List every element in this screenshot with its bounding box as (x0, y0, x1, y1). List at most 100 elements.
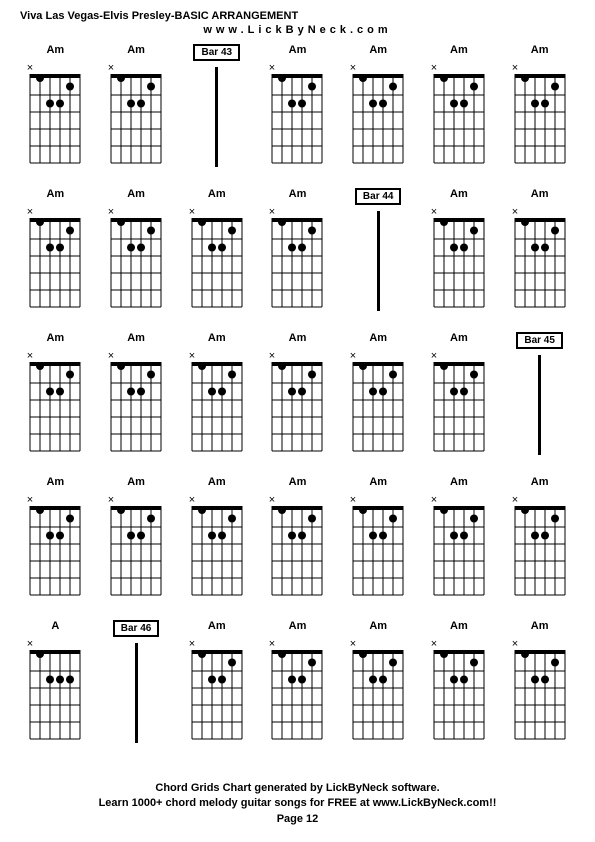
chord-cell: Am × (262, 44, 333, 182)
chord-cell: Am× (343, 620, 414, 758)
chord-diagram: × (430, 348, 488, 458)
chord-label: Am (369, 332, 387, 346)
svg-text:×: × (431, 638, 437, 650)
chord-diagram: × (511, 60, 569, 170)
chord-diagram: × (26, 60, 84, 170)
chord-cell: Am× (262, 476, 333, 614)
svg-text:×: × (511, 638, 517, 650)
chord-label: Am (531, 476, 549, 490)
page-container: Viva Las Vegas-Elvis Presley-BASIC ARRAN… (0, 0, 595, 842)
svg-text:×: × (189, 638, 195, 650)
chord-label: Am (450, 620, 468, 634)
chord-cell: Am × (343, 44, 414, 182)
chord-label: Am (208, 332, 226, 346)
svg-text:×: × (511, 494, 517, 506)
chord-cell: Am × (20, 44, 91, 182)
svg-text:×: × (108, 494, 114, 506)
svg-text:×: × (108, 206, 114, 218)
chord-label: A (51, 620, 59, 634)
svg-text:×: × (350, 494, 356, 506)
chord-label: Am (450, 188, 468, 202)
chord-label: Am (450, 44, 468, 58)
chord-label: Am (450, 332, 468, 346)
chord-cell: Am × (181, 188, 252, 326)
chord-cell: Am × (424, 332, 495, 470)
chord-diagram: × (188, 204, 246, 314)
chord-label: Am (289, 332, 307, 346)
svg-text:×: × (431, 350, 437, 362)
chord-cell: Am × (262, 620, 333, 758)
chord-diagram: × (107, 204, 165, 314)
chord-cell: Am × (181, 332, 252, 470)
chord-grid: Am × Am × Bar 43 Am × Am × Am × Am × Am × Am × Am × Am × Bar … (20, 44, 575, 758)
svg-text:×: × (27, 638, 33, 650)
svg-text:×: × (27, 62, 33, 74)
bar-label: Bar 43 (193, 44, 240, 61)
bar-divider-cell: Bar 44 (343, 188, 414, 326)
chord-diagram: × (430, 60, 488, 170)
chord-label: Am (208, 188, 226, 202)
bar-divider-cell: Bar 45 (504, 332, 575, 470)
chord-cell: Am× (181, 620, 252, 758)
bar-label: Bar 44 (355, 188, 402, 205)
chord-diagram: × (107, 348, 165, 458)
svg-text:×: × (108, 350, 114, 362)
chord-cell: Am × (343, 476, 414, 614)
chord-cell: Am× (181, 476, 252, 614)
svg-text:×: × (189, 494, 195, 506)
chord-cell: Am × (20, 476, 91, 614)
chord-diagram: × (26, 492, 84, 602)
chord-cell: Am × (424, 620, 495, 758)
chord-cell: Am× (20, 188, 91, 326)
chord-diagram: × (188, 492, 246, 602)
chord-cell: Am × (343, 332, 414, 470)
bar-divider-line (215, 67, 218, 167)
chord-label: Am (369, 476, 387, 490)
chord-label: Am (46, 476, 64, 490)
header: Viva Las Vegas-Elvis Presley-BASIC ARRAN… (20, 10, 575, 36)
chord-diagram: × (107, 60, 165, 170)
chord-cell: Am× (101, 188, 172, 326)
chord-cell: Am × (504, 44, 575, 182)
chord-label: Am (46, 44, 64, 58)
chord-cell: Am × (424, 44, 495, 182)
chord-diagram: × (511, 204, 569, 314)
chord-diagram: × (511, 636, 569, 746)
chord-diagram: × (107, 492, 165, 602)
svg-text:×: × (189, 350, 195, 362)
chord-label: Am (289, 44, 307, 58)
chord-diagram: × (430, 492, 488, 602)
chord-cell: Am× (504, 620, 575, 758)
chord-cell: Am × (262, 332, 333, 470)
svg-text:×: × (350, 62, 356, 74)
chord-label: Am (289, 620, 307, 634)
chord-label: Am (289, 476, 307, 490)
chord-label: Am (369, 44, 387, 58)
chord-cell: Am × (101, 476, 172, 614)
svg-text:×: × (431, 494, 437, 506)
chord-diagram: × (26, 348, 84, 458)
chord-label: Am (450, 476, 468, 490)
bar-label: Bar 46 (113, 620, 160, 637)
svg-text:×: × (431, 62, 437, 74)
svg-text:×: × (269, 350, 275, 362)
bar-divider-line (135, 643, 138, 743)
chord-diagram: × (430, 204, 488, 314)
svg-text:×: × (350, 350, 356, 362)
svg-text:×: × (269, 62, 275, 74)
chord-cell: Am × (504, 188, 575, 326)
chord-label: Am (127, 476, 145, 490)
chord-cell: Am× (262, 188, 333, 326)
chord-label: Am (531, 188, 549, 202)
chord-label: Am (289, 188, 307, 202)
svg-text:×: × (511, 62, 517, 74)
song-title: Viva Las Vegas-Elvis Presley-BASIC ARRAN… (20, 10, 575, 22)
footer: Chord Grids Chart generated by LickByNec… (0, 781, 595, 827)
chord-diagram: × (349, 492, 407, 602)
chord-label: Am (531, 44, 549, 58)
footer-page: Page 12 (0, 812, 595, 827)
chord-diagram: × (188, 348, 246, 458)
chord-diagram: × (26, 636, 84, 746)
svg-text:×: × (269, 638, 275, 650)
svg-text:×: × (511, 206, 517, 218)
